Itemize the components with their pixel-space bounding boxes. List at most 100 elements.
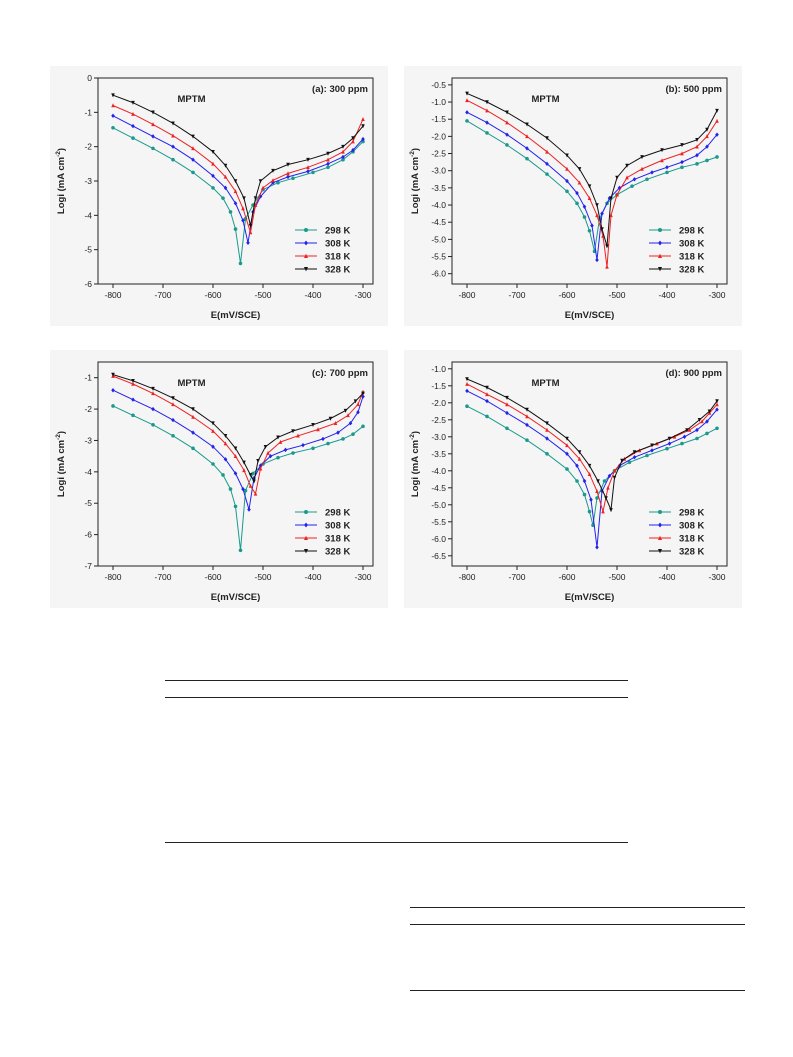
legend-entry: 318 K xyxy=(295,252,350,263)
data-point xyxy=(595,545,599,550)
data-point xyxy=(356,410,360,415)
data-point xyxy=(589,497,593,502)
data-point xyxy=(333,421,338,425)
y-tick-label: -4.0 xyxy=(431,466,446,476)
x-axis-label: E(mV/SCE) xyxy=(565,592,615,603)
data-point xyxy=(233,471,238,476)
data-point xyxy=(283,447,288,453)
data-point xyxy=(336,430,340,435)
data-point xyxy=(680,151,684,156)
legend-label: 308 K xyxy=(679,239,704,250)
data-point xyxy=(577,180,582,185)
data-point xyxy=(291,451,295,455)
data-point xyxy=(465,91,469,96)
data-point xyxy=(233,189,238,194)
data-point xyxy=(465,98,469,103)
panel-label: (a): 300 ppm xyxy=(312,84,368,95)
data-point xyxy=(211,421,215,426)
data-point xyxy=(233,227,238,231)
legend-entry: 308 K xyxy=(649,521,704,532)
series-line xyxy=(466,405,718,526)
legend-label: 328 K xyxy=(325,547,350,558)
data-point xyxy=(311,422,315,427)
series-328-k xyxy=(111,93,365,228)
data-point xyxy=(261,185,265,190)
data-point xyxy=(650,448,654,453)
data-point xyxy=(545,427,549,432)
data-point xyxy=(326,157,330,162)
data-point xyxy=(242,196,246,201)
y-tick-label: -3.5 xyxy=(431,449,446,459)
y-tick-label: -4 xyxy=(84,210,92,220)
data-point xyxy=(131,136,135,140)
data-point xyxy=(191,446,195,451)
legend-entry: 308 K xyxy=(649,239,704,250)
legend-entry: 298 K xyxy=(649,508,704,519)
series-line xyxy=(466,383,718,512)
y-tick-label: -4.5 xyxy=(431,483,446,493)
x-tick-label: -800 xyxy=(458,290,475,300)
y-tick-label: -5.5 xyxy=(431,252,446,262)
data-point xyxy=(253,491,258,496)
x-tick-label: -400 xyxy=(658,290,675,300)
series-298-k xyxy=(111,125,365,266)
data-point xyxy=(171,417,175,423)
data-point xyxy=(291,429,295,434)
data-point xyxy=(697,418,702,422)
data-point xyxy=(151,146,155,151)
data-point xyxy=(587,195,592,200)
data-point xyxy=(223,174,228,179)
panel-label: (b): 500 ppm xyxy=(666,84,722,95)
data-point xyxy=(248,483,253,488)
data-point xyxy=(587,472,592,476)
data-point xyxy=(341,154,345,160)
data-point xyxy=(223,441,228,446)
y-tick-label: -5 xyxy=(84,245,92,255)
legend-label: 298 K xyxy=(325,508,350,519)
data-point xyxy=(575,479,579,483)
chart-svg: -800 -700 -600 -500 -400 -300 -1 -2 -3 -4 -5 -6 -7 E(… xyxy=(55,361,374,603)
data-point xyxy=(587,228,592,233)
plot-frame xyxy=(451,361,728,567)
legend-label: 298 K xyxy=(679,508,704,519)
y-tick-label: -5.0 xyxy=(431,500,446,510)
data-point xyxy=(111,404,115,408)
data-point xyxy=(271,168,275,173)
x-tick-label: -400 xyxy=(658,572,675,582)
x-tick-label: -700 xyxy=(154,290,171,300)
annotation-label: MPTM xyxy=(532,94,560,105)
chart-svg: -800 -700 -600 -500 -400 -300 -1.0 -1.5 -2.0 -2.5… xyxy=(409,361,728,603)
data-point xyxy=(667,436,672,441)
data-point xyxy=(276,455,280,460)
data-point xyxy=(211,161,215,166)
data-point xyxy=(286,171,290,176)
data-point xyxy=(171,144,175,149)
data-point xyxy=(256,459,260,464)
data-point xyxy=(505,426,509,431)
data-point xyxy=(565,153,569,158)
data-point xyxy=(715,426,719,431)
x-tick-label: -600 xyxy=(558,290,575,300)
data-point xyxy=(632,450,637,455)
panel-label: (c): 700 ppm xyxy=(312,368,368,379)
legend-label: 318 K xyxy=(325,252,350,263)
data-point xyxy=(525,156,529,161)
data-point xyxy=(582,492,587,497)
data-point xyxy=(241,486,245,492)
data-point xyxy=(609,508,613,513)
y-tick-label: 0 xyxy=(87,73,92,83)
data-point xyxy=(171,157,175,162)
series-line xyxy=(466,378,718,512)
data-point xyxy=(131,111,135,116)
data-point xyxy=(590,223,594,228)
data-point xyxy=(605,264,609,269)
data-point xyxy=(351,139,355,144)
data-point xyxy=(351,147,355,153)
x-axis-label: E(mV/SCE) xyxy=(211,592,261,603)
series-line xyxy=(112,374,364,483)
legend-label: 318 K xyxy=(679,252,704,263)
data-point xyxy=(595,203,599,208)
data-point xyxy=(695,436,699,441)
y-tick-label: -6.0 xyxy=(431,534,446,544)
y-tick-label: -3.0 xyxy=(431,166,446,176)
